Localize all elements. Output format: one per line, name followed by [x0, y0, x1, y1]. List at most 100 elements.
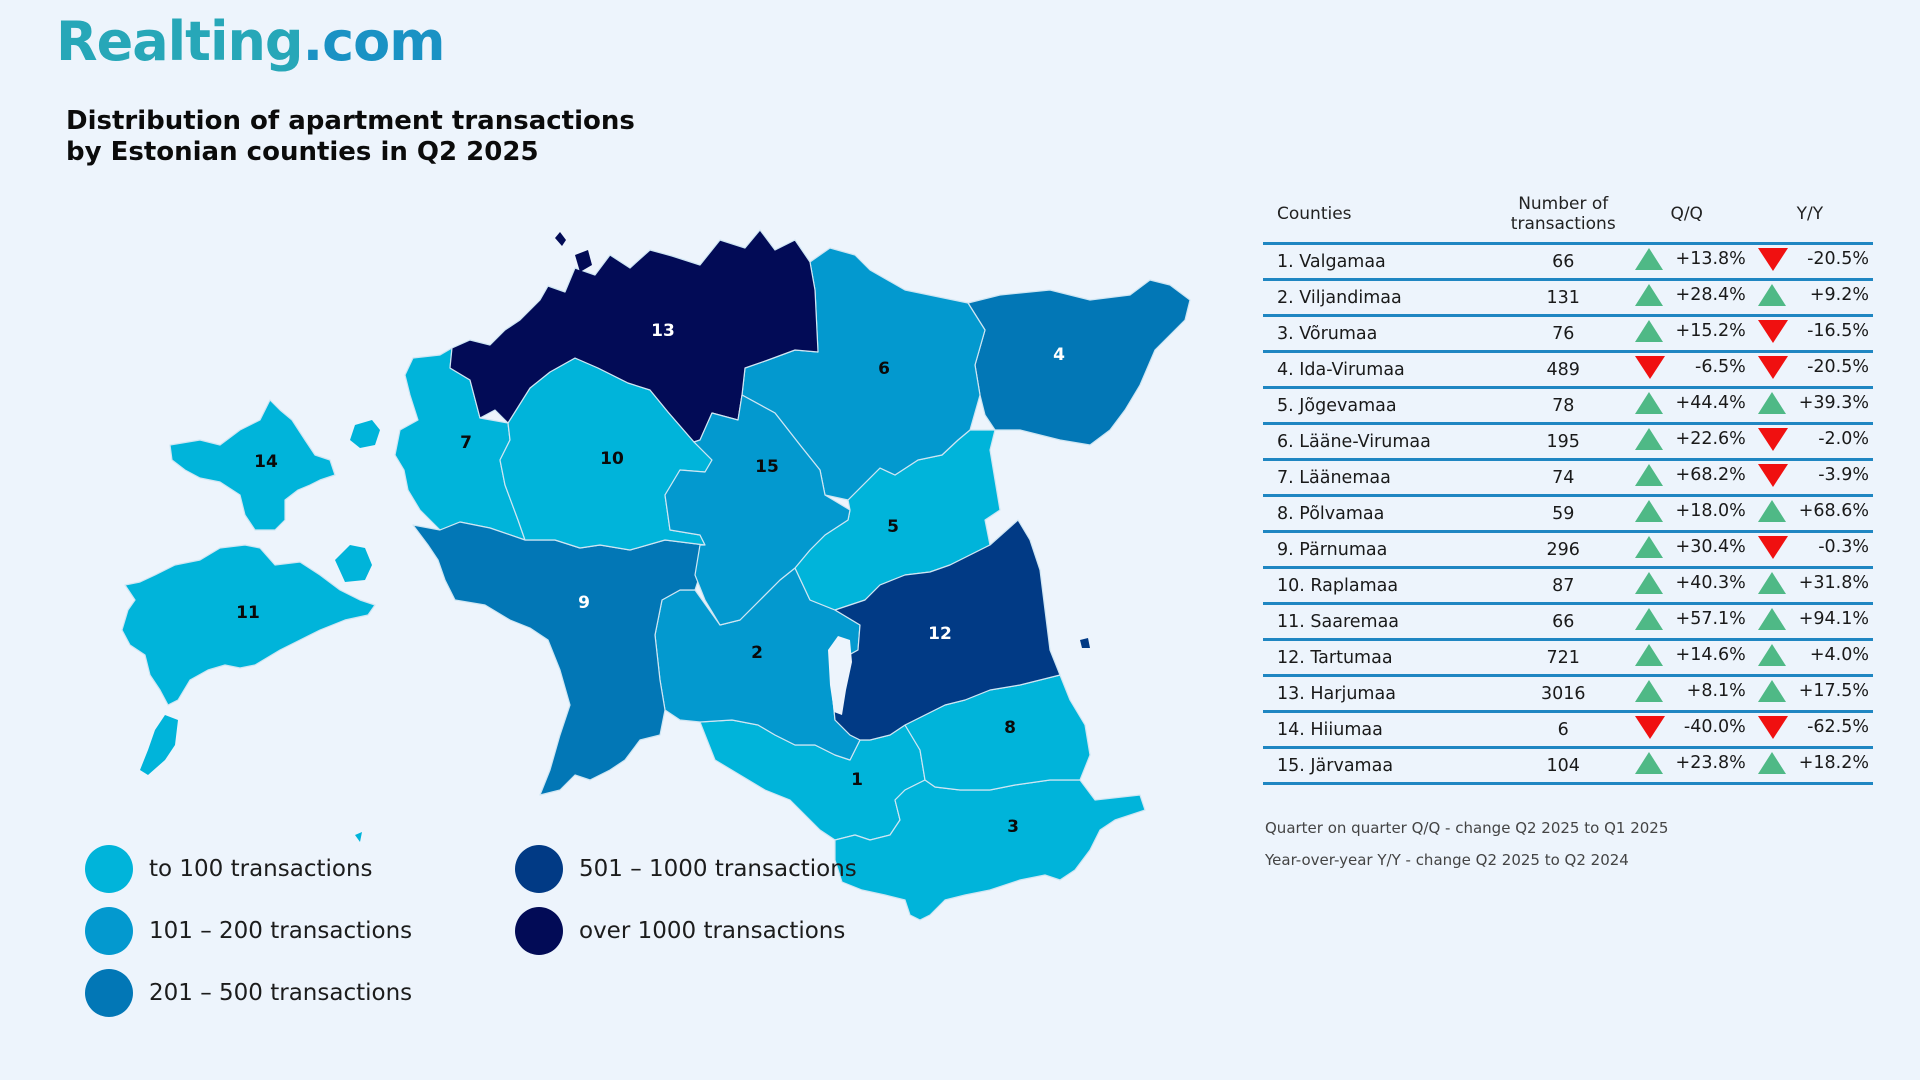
county-region	[169, 399, 336, 531]
table-row: 6. Lääne-Virumaa 195 +22.6% -2.0%	[1263, 423, 1873, 461]
arrow-up-icon	[1634, 752, 1663, 774]
yy-value: -20.5%	[1807, 249, 1869, 269]
arrow-up-icon	[1757, 680, 1786, 702]
qq-change-cell: +40.3%	[1626, 567, 1750, 605]
qq-value: +22.6%	[1675, 429, 1746, 449]
legend-swatch	[85, 969, 133, 1017]
table-row: 2. Viljandimaa 131 +28.4% +9.2%	[1263, 279, 1873, 317]
table-row: 3. Võrumaa 76 +15.2% -16.5%	[1263, 315, 1873, 353]
table-row: 9. Pärnumaa 296 +30.4% -0.3%	[1263, 531, 1873, 569]
legend-item: 201 – 500 transactions	[85, 969, 412, 1017]
yy-change-cell: +18.2%	[1749, 747, 1873, 785]
yy-value: +17.5%	[1798, 681, 1869, 701]
arrow-up-icon	[1634, 644, 1663, 666]
table-row: 4. Ida-Virumaa 489 -6.5% -20.5%	[1263, 351, 1873, 389]
arrow-down-icon	[1634, 715, 1665, 739]
arrow-down-icon	[1757, 463, 1788, 487]
qq-value: +30.4%	[1675, 537, 1746, 557]
arrow-up-icon	[1634, 392, 1663, 414]
county-number-label: 14	[254, 452, 278, 472]
header-transactions-line: Number of	[1518, 194, 1609, 214]
county-number-label: 10	[600, 449, 624, 469]
qq-change-cell: +44.4%	[1626, 387, 1750, 425]
yy-value: +18.2%	[1798, 753, 1869, 773]
county-number-label: 1	[851, 770, 863, 790]
transactions-cell: 78	[1499, 387, 1627, 425]
yy-change-cell: +17.5%	[1749, 675, 1873, 713]
county-name-cell: 9. Pärnumaa	[1263, 531, 1500, 569]
arrow-up-icon	[1634, 572, 1663, 594]
county-number-label: 9	[578, 593, 590, 613]
county-region	[831, 519, 1061, 741]
qq-value: +14.6%	[1675, 645, 1746, 665]
county-name-cell: 10. Raplamaa	[1263, 567, 1500, 605]
title-line-1: Distribution of apartment transactions	[66, 106, 635, 136]
legend-swatch	[515, 845, 563, 893]
arrow-up-icon	[1757, 644, 1786, 666]
yy-change-cell: +94.1%	[1749, 603, 1873, 641]
legend-item: 501 – 1000 transactions	[515, 845, 857, 893]
county-number-label: 12	[928, 624, 952, 644]
county-region	[121, 544, 376, 706]
arrow-down-icon	[1757, 427, 1788, 451]
island-shape	[825, 755, 840, 790]
county-name-cell: 14. Hiiumaa	[1263, 711, 1500, 749]
county-name-cell: 3. Võrumaa	[1263, 315, 1500, 353]
qq-value: -40.0%	[1683, 717, 1746, 737]
qq-change-cell: +68.2%	[1626, 459, 1750, 497]
county-name-cell: 12. Tartumaa	[1263, 639, 1500, 677]
table-row: 1. Valgamaa 66 +13.8% -20.5%	[1263, 243, 1873, 281]
arrow-up-icon	[1634, 464, 1663, 486]
note-qq: Quarter on quarter Q/Q - change Q2 2025 …	[1265, 819, 1669, 837]
qq-value: +28.4%	[1675, 285, 1746, 305]
island-shape	[140, 715, 178, 775]
arrow-up-icon	[1634, 320, 1663, 342]
arrow-up-icon	[1634, 680, 1663, 702]
legend-swatch	[515, 907, 563, 955]
county-number-label: 5	[887, 517, 899, 537]
transactions-cell: 66	[1499, 243, 1627, 281]
table-row: 10. Raplamaa 87 +40.3% +31.8%	[1263, 567, 1873, 605]
yy-value: -20.5%	[1807, 357, 1869, 377]
yy-change-cell: +39.3%	[1749, 387, 1873, 425]
header-yy: Y/Y	[1749, 186, 1873, 245]
qq-change-cell: +8.1%	[1626, 675, 1750, 713]
brand-logo: Realting.com	[56, 10, 445, 73]
county-name-cell: 8. Põlvamaa	[1263, 495, 1500, 533]
qq-change-cell: +22.6%	[1626, 423, 1750, 461]
transactions-cell: 87	[1499, 567, 1627, 605]
county-region	[967, 279, 1191, 446]
table-row: 8. Põlvamaa 59 +18.0% +68.6%	[1263, 495, 1873, 533]
yy-value: -0.3%	[1818, 537, 1869, 557]
arrow-up-icon	[1634, 608, 1663, 630]
county-region	[664, 394, 851, 626]
header-transactions: Number of transactions	[1499, 186, 1627, 245]
county-number-label: 4	[1053, 345, 1065, 365]
arrow-up-icon	[1757, 392, 1786, 414]
table-row: 12. Tartumaa 721 +14.6% +4.0%	[1263, 639, 1873, 677]
table-row: 15. Järvamaa 104 +23.8% +18.2%	[1263, 747, 1873, 785]
county-number-label: 2	[751, 643, 763, 663]
transactions-cell: 6	[1499, 711, 1627, 749]
county-number-label: 13	[651, 321, 675, 341]
legend-label: 101 – 200 transactions	[149, 918, 413, 944]
county-region	[834, 779, 1146, 921]
arrow-up-icon	[1757, 752, 1786, 774]
transactions-cell: 76	[1499, 315, 1627, 353]
county-name-cell: 13. Harjumaa	[1263, 675, 1500, 713]
yy-change-cell: -62.5%	[1749, 711, 1873, 749]
qq-value: +57.1%	[1675, 609, 1746, 629]
arrow-up-icon	[1757, 500, 1786, 522]
yy-change-cell: +4.0%	[1749, 639, 1873, 677]
arrow-down-icon	[1757, 247, 1788, 271]
arrow-down-icon	[1757, 715, 1788, 739]
qq-value: +8.1%	[1686, 681, 1746, 701]
qq-change-cell: +28.4%	[1626, 279, 1750, 317]
table-row: 7. Läänemaa 74 +68.2% -3.9%	[1263, 459, 1873, 497]
legend-item: to 100 transactions	[85, 845, 373, 893]
yy-value: -62.5%	[1807, 717, 1869, 737]
qq-change-cell: +13.8%	[1626, 243, 1750, 281]
yy-change-cell: +9.2%	[1749, 279, 1873, 317]
arrow-up-icon	[1757, 572, 1786, 594]
